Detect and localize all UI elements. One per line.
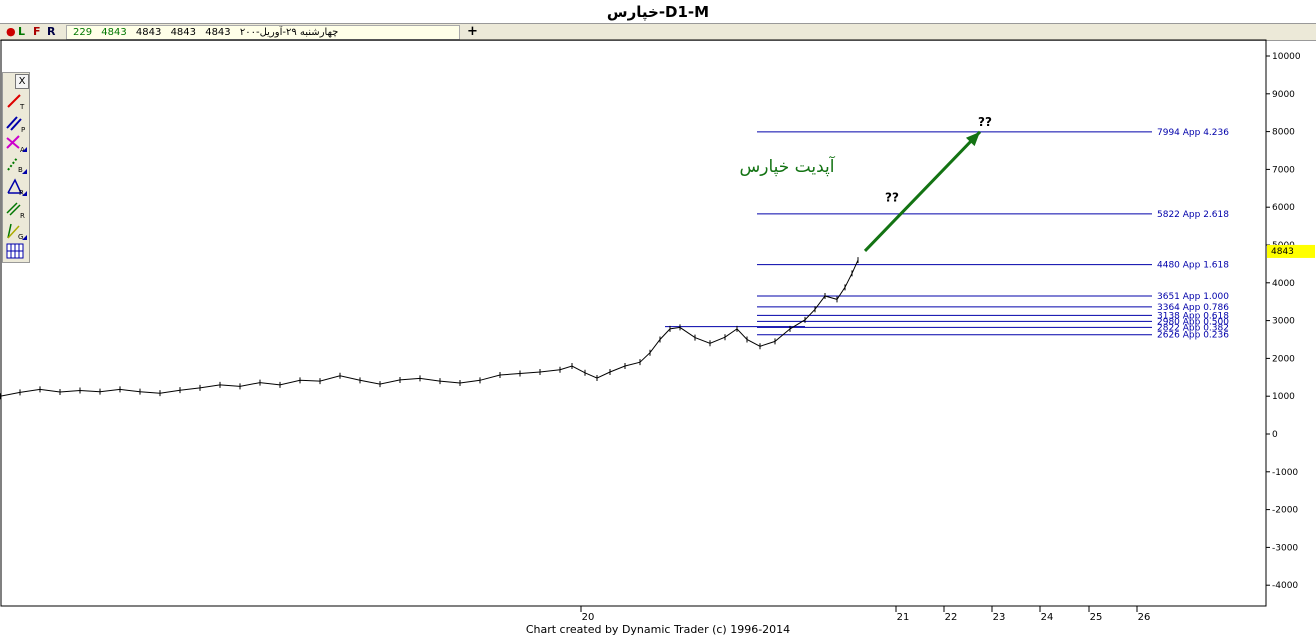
x-tick-label: 25	[1090, 612, 1103, 623]
last-price-label: 4843	[1271, 247, 1294, 257]
pt-tool-icon[interactable]	[5, 241, 27, 261]
x-tick-label: 21	[897, 612, 910, 623]
plus-button[interactable]: +	[467, 24, 478, 39]
question-mark: ??	[885, 191, 899, 205]
y-tick-label: 7000	[1272, 165, 1295, 175]
info-close: 4843	[101, 27, 127, 38]
info-date: چهارشنبه ۲۹-آوریل-۲۰۰	[239, 27, 339, 38]
y-tick-label: 10000	[1272, 52, 1301, 62]
projection-arrow-group	[863, 130, 982, 252]
chart-credit: Chart created by Dynamic Trader (c) 1996…	[525, 623, 791, 636]
y-tick-label: -1000	[1272, 468, 1298, 478]
x-axis-ticks: 20 21 22 23 24 25 26	[580, 606, 1151, 623]
level-label: 5822 App 2.618	[1157, 210, 1229, 220]
chart-title: خپارس-D1-M	[606, 3, 710, 21]
svg-text:R: R	[20, 212, 25, 219]
x-tick-label: 24	[1041, 612, 1054, 623]
andrews-pitchfork-tool-icon[interactable]: A	[5, 133, 27, 154]
level-label: 3651 App 1.000	[1157, 292, 1229, 302]
y-tick-label: 1000	[1272, 392, 1295, 402]
question-marks: ????	[885, 115, 992, 205]
last-price-tag	[1267, 244, 1315, 258]
chart-annotation: آپدیت خپارس	[740, 155, 836, 177]
question-mark: ??	[978, 115, 992, 129]
info-open: 4843	[205, 27, 231, 38]
level-label: 4480 App 1.618	[1157, 261, 1229, 271]
x-tick-label: 22	[945, 612, 958, 623]
level-label: 2822 App 0.382	[1157, 323, 1229, 333]
level-label: 3138 App 0.618	[1157, 311, 1229, 321]
y-tick-label: -2000	[1272, 506, 1298, 516]
x-tick-label: 23	[993, 612, 1006, 623]
svg-text:R: R	[19, 189, 24, 197]
retracement-tool-icon[interactable]: R	[5, 177, 27, 197]
svg-text:T: T	[19, 103, 25, 111]
y-tick-label: 0	[1272, 430, 1278, 440]
trendline-tool-icon[interactable]: T	[5, 91, 27, 111]
info-low: 4843	[135, 27, 162, 38]
y-tick-label: 8000	[1272, 128, 1295, 138]
y-axis-ticks: 1000090008000700060005000400030002000100…	[1266, 52, 1301, 591]
info-high: 4843	[170, 27, 197, 38]
plot-frame	[0, 39, 1267, 607]
y-tick-label: 6000	[1272, 203, 1295, 213]
l-button[interactable]: L	[18, 25, 26, 38]
level-label: 7994 App 4.236	[1157, 128, 1229, 138]
r-button[interactable]: R	[47, 25, 56, 38]
y-tick-label: 4000	[1272, 279, 1295, 289]
drawing-tools-panel: X T P A B R R G	[2, 72, 30, 263]
level-label: 2626 App 0.236	[1157, 331, 1229, 341]
x-tick-label: 26	[1138, 612, 1151, 623]
x-tick-label: 20	[582, 612, 595, 623]
y-tick-label: -4000	[1272, 581, 1298, 591]
arrow-head	[965, 131, 980, 147]
level-lines: 7994 App 4.236 5822 App 2.618 4480 App 1.6…	[0, 128, 1229, 400]
y-tick-label: 3000	[1272, 317, 1295, 327]
level-label: 3364 App 0.786	[1157, 303, 1229, 313]
svg-text:P: P	[21, 126, 25, 133]
b-tool-icon[interactable]: B	[5, 155, 27, 175]
y-tick-label: 9000	[1272, 90, 1295, 100]
f-button[interactable]: F	[33, 25, 41, 38]
price-series-line	[0, 259, 859, 397]
svg-text:A: A	[20, 146, 25, 153]
svg-text:G: G	[18, 233, 23, 241]
parallel-lines-tool-icon[interactable]: P	[5, 113, 27, 134]
svg-text:B: B	[18, 166, 23, 174]
close-tools-button[interactable]: X	[15, 74, 29, 89]
projection-arrow	[863, 130, 982, 252]
level-label: 2980 App 0.500	[1157, 317, 1229, 327]
info-volume: 229	[73, 27, 93, 38]
y-tick-label: -3000	[1272, 543, 1298, 553]
record-dot-icon[interactable]: ●	[6, 25, 16, 38]
r-lines-tool-icon[interactable]: R	[5, 199, 27, 220]
gann-tool-icon[interactable]: G	[5, 221, 27, 241]
y-tick-label: 2000	[1272, 354, 1295, 364]
bar-info-box: چهارشنبه ۲۹-آوریل-۲۰۰ 4843 4843 4843 484…	[66, 25, 460, 40]
